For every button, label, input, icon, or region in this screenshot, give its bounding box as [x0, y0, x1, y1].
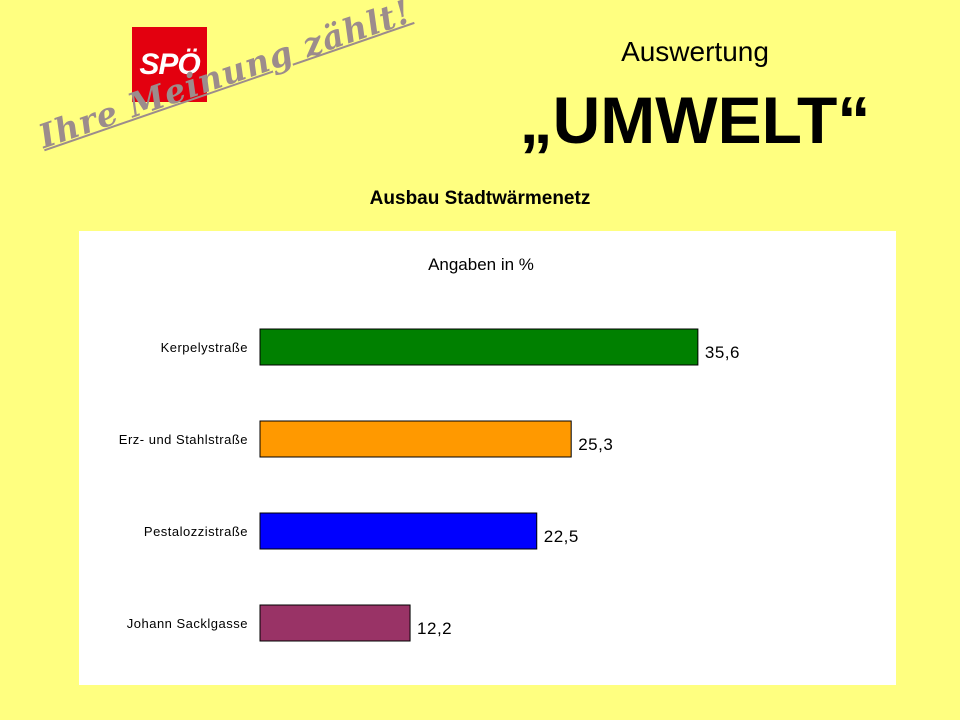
slogan: Ihre Meinung zählt!: [33, 0, 417, 156]
bar-1: [259, 328, 699, 366]
value-label: 25,3: [578, 435, 613, 454]
chart-title: Angaben in %: [428, 255, 534, 274]
category-label: Erz- und Stahlstraße: [119, 432, 248, 447]
category-label: Kerpelystraße: [161, 340, 248, 355]
page-pretitle: Auswertung: [621, 36, 769, 67]
bar-2: [259, 420, 572, 458]
bar-4: [259, 604, 411, 642]
category-label: Pestalozzistraße: [144, 524, 248, 539]
value-label: 35,6: [705, 343, 740, 362]
category-label: Johann Sacklgasse: [127, 616, 248, 631]
bar-chart: Angaben in % Kerpelystraße 35,6 Erz- und S…: [119, 255, 740, 642]
chart-panel: Angaben in % Kerpelystraße 35,6 Erz- und S…: [79, 231, 896, 685]
spo-logo: SPÖ: [132, 27, 207, 102]
bar-3: [259, 512, 538, 550]
chart-subtitle: Ausbau Stadtwärmenetz: [369, 188, 591, 209]
value-label: 22,5: [544, 527, 579, 546]
logo-text: SPÖ: [139, 47, 200, 81]
value-label: 12,2: [417, 619, 452, 638]
page-title: „UMWELT“: [519, 83, 871, 157]
